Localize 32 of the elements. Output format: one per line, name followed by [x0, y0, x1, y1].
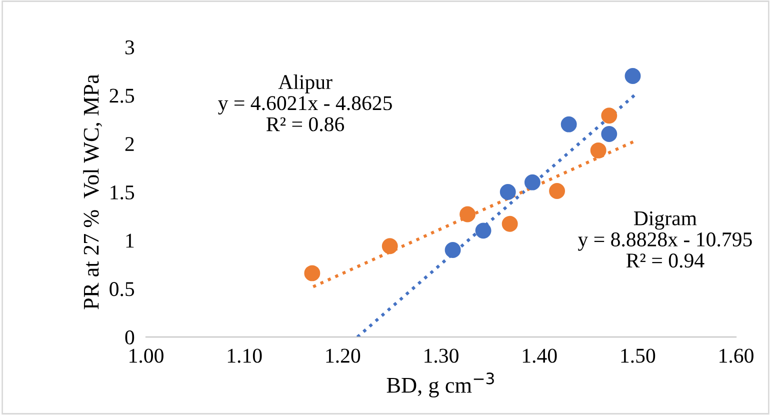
x-tick-label: 1.50: [621, 348, 656, 363]
x-tick-label: 1.60: [720, 348, 754, 363]
point: [460, 206, 476, 222]
point: [590, 142, 606, 158]
y-tick-label: 1: [126, 234, 134, 248]
point: [475, 222, 492, 239]
point: [500, 184, 516, 200]
x-tick-label: 1.40: [522, 348, 557, 363]
x-tick-label: 1.00: [130, 348, 164, 363]
y-tick-label: 1.5: [110, 185, 134, 200]
point: [601, 108, 618, 124]
point: [524, 174, 540, 190]
x-axis-title: BD, g cm$^{−3}$: [386, 372, 494, 398]
point: [382, 238, 398, 254]
y-tick-label: 3: [125, 40, 134, 54]
point: [549, 183, 566, 200]
y-tick-label: 0: [125, 330, 134, 344]
x-tick-label: 1.10: [228, 348, 262, 363]
annotation: Digram y = 8.8828x - 10.795 R² = 0.94: [578, 211, 752, 268]
point: [502, 216, 518, 232]
point: [624, 68, 641, 84]
point: [601, 126, 618, 142]
point: [560, 116, 577, 132]
y-tick-label: 0.5: [110, 282, 134, 296]
point: [444, 242, 461, 258]
y-axis-title: PR at 27 % Vol WC, MPa: [83, 74, 102, 310]
y-tick-label: 2: [125, 137, 134, 151]
point: [304, 265, 320, 282]
annotation: Alipur y = 4.6021x - 4.8625 R² = 0.86: [218, 74, 392, 132]
y-tick-label: 2.5: [110, 88, 134, 103]
x-tick-label: 1.20: [326, 348, 360, 363]
x-tick-label: 1.30: [424, 348, 458, 363]
